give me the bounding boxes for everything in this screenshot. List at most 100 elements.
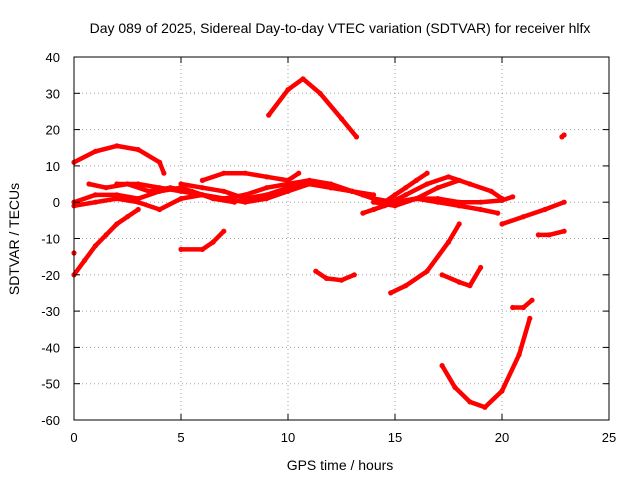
series-23 (535, 228, 567, 238)
data-point (456, 221, 462, 227)
data-point (296, 170, 302, 176)
data-point (124, 214, 131, 220)
data-point (360, 210, 366, 216)
data-point (285, 177, 291, 183)
data-point (371, 196, 377, 202)
data-point (103, 232, 109, 238)
data-point (478, 199, 484, 205)
x-tick-label: 15 (388, 430, 402, 445)
data-point (135, 181, 141, 187)
data-point (221, 228, 227, 234)
data-point (499, 221, 505, 227)
data-point (388, 290, 394, 296)
data-point (135, 206, 141, 213)
data-point (495, 210, 501, 216)
data-point (178, 196, 184, 202)
x-axis-ticks: 0 5 10 15 20 25 (70, 57, 616, 445)
data-point (520, 304, 527, 311)
data-point (285, 87, 291, 93)
data-point (478, 264, 484, 271)
series-18 (388, 221, 462, 296)
data-point (157, 206, 163, 213)
data-point (456, 203, 462, 209)
grid (74, 57, 609, 420)
series-line (71, 143, 167, 176)
data-point (478, 206, 484, 213)
data-point (313, 268, 319, 274)
data-point (488, 188, 494, 194)
x-tick-label: 25 (602, 430, 616, 445)
data-point (439, 363, 445, 369)
data-point (221, 170, 227, 176)
series-24 (559, 132, 567, 140)
data-point (157, 185, 163, 191)
data-point (353, 134, 360, 140)
y-tick-label: -50 (41, 377, 60, 392)
data-point (516, 352, 522, 358)
series-11 (178, 228, 227, 252)
data-point (371, 199, 377, 205)
data-point (349, 188, 355, 194)
data-point (456, 279, 462, 285)
data-point (264, 174, 270, 180)
data-point (82, 257, 88, 263)
y-tick-label: -10 (41, 232, 60, 247)
data-point (178, 181, 184, 187)
data-point (392, 203, 398, 209)
data-point (535, 232, 542, 238)
data-point (114, 196, 120, 202)
y-tick-label: -60 (41, 413, 60, 428)
data-point (338, 277, 345, 283)
x-tick-label: 5 (177, 430, 184, 445)
series-9 (266, 76, 360, 140)
data-point (467, 283, 473, 289)
data-point (92, 192, 98, 198)
data-point (561, 132, 567, 138)
data-point (92, 148, 98, 154)
y-tick-label: 30 (46, 86, 60, 101)
data-point (317, 90, 323, 96)
x-tick-label: 10 (281, 430, 295, 445)
series-22 (510, 297, 535, 311)
y-tick-label: -30 (41, 304, 60, 319)
data-point (435, 185, 441, 191)
data-point (146, 188, 152, 194)
y-tick-label: 40 (46, 50, 60, 65)
y-tick-label: -40 (41, 340, 60, 355)
data-point (323, 275, 330, 281)
series-line (499, 199, 567, 227)
series-15 (371, 196, 501, 216)
data-point (114, 221, 120, 227)
data-point (529, 297, 535, 303)
data-point (114, 192, 120, 198)
data-point (482, 404, 488, 410)
data-point (210, 239, 216, 245)
data-point (403, 283, 409, 289)
data-point (199, 192, 205, 198)
data-point (392, 192, 398, 198)
data-point (527, 315, 533, 321)
data-point (424, 170, 430, 176)
data-point (266, 112, 272, 118)
data-series (71, 76, 567, 410)
series-line (439, 316, 533, 410)
data-point (178, 246, 184, 252)
chart-title: Day 089 of 2025, Sidereal Day-to-day VTE… (90, 20, 591, 36)
data-point (467, 399, 473, 405)
data-point (92, 199, 98, 205)
data-point (242, 170, 248, 176)
x-tick-label: 0 (70, 430, 77, 445)
data-point (199, 177, 205, 183)
series-line (178, 228, 227, 252)
data-point (242, 199, 248, 205)
data-point (351, 272, 357, 278)
data-point (445, 239, 452, 245)
data-point (264, 185, 270, 191)
y-axis-title: SDTVAR / TECUs (6, 183, 22, 295)
y-axis-ticks: -60 -50 -40 -30 -20 -10 0 10 20 30 40 (41, 50, 609, 428)
data-point (157, 159, 163, 165)
data-point (114, 143, 120, 149)
series-20 (439, 315, 533, 410)
data-point (161, 170, 167, 176)
series-line (178, 181, 376, 201)
